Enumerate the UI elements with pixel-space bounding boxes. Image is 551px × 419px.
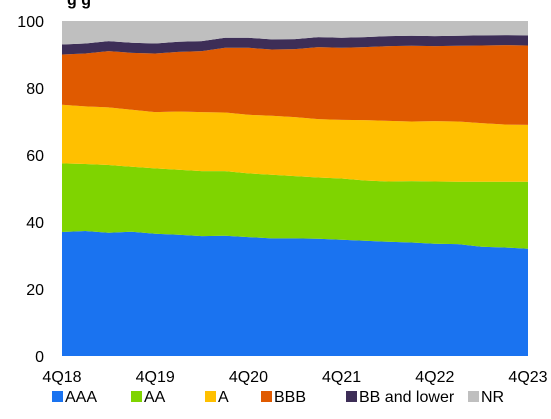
x-tick-label: 4Q20: [229, 369, 268, 386]
x-tick-label: 4Q22: [415, 369, 454, 386]
legend-swatch: [468, 391, 479, 402]
y-tick-label: 0: [35, 349, 44, 366]
legend-item-nr: NR: [468, 389, 504, 406]
legend-swatch: [346, 391, 357, 402]
x-tick-label: 4Q21: [322, 369, 361, 386]
legend-item-aaa: AAA: [52, 389, 97, 406]
y-tick-label: 60: [26, 148, 44, 165]
legend-swatch: [131, 391, 142, 402]
series-area-bbb: [62, 45, 528, 125]
series-area-nr: [62, 21, 528, 45]
legend-item-a: A: [205, 389, 229, 406]
series-area-a: [62, 104, 528, 182]
chart-title-partial: g g: [67, 0, 91, 9]
legend-label: AAA: [65, 389, 97, 406]
y-tick-label: 80: [26, 81, 44, 98]
legend-item-aa: AA: [131, 389, 166, 406]
legend-label: BBB: [274, 389, 306, 406]
legend-layer: AAA AA A BBB BB and lower NR: [52, 389, 504, 406]
y-tick-label: 100: [17, 14, 44, 31]
series-area-aaa: [62, 231, 528, 356]
legend-swatch: [205, 391, 216, 402]
x-tick-label: 4Q23: [508, 369, 547, 386]
x-tick-label: 4Q18: [42, 369, 81, 386]
legend-item-bb-and-lower: BB and lower: [346, 389, 455, 406]
legend-item-bbb: BBB: [261, 389, 306, 406]
legend-label: BB and lower: [359, 389, 455, 406]
y-tick-label: 20: [26, 282, 44, 299]
legend-label: NR: [481, 389, 504, 406]
y-tick-label: 40: [26, 215, 44, 232]
legend-label: AA: [144, 389, 166, 406]
axis-layer: 0 20 40 60 80 100 4Q18 4Q19 4Q20 4Q21 4Q22 4Q23: [17, 14, 547, 386]
legend-swatch: [52, 391, 63, 402]
series-area-aa: [62, 163, 528, 249]
chart-title-layer: g g: [67, 0, 91, 9]
x-tick-label: 4Q19: [136, 369, 175, 386]
legend-label: A: [218, 389, 229, 406]
area-layer: [62, 21, 528, 356]
series-area-bb-and-lower: [62, 35, 528, 55]
legend-swatch: [261, 391, 272, 402]
